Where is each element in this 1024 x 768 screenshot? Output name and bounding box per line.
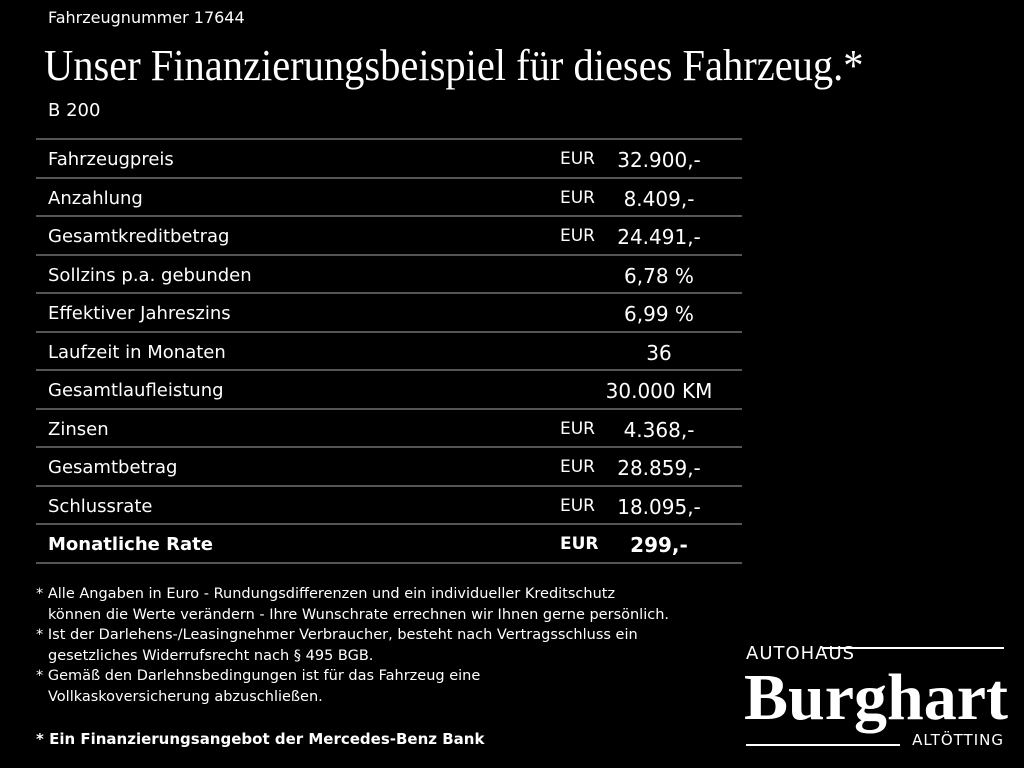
table-row: Zinsen EUR 4.368,- xyxy=(36,410,742,448)
table-row: Effektiver Jahreszins 6,99 % xyxy=(36,294,742,333)
row-label: Monatliche Rate xyxy=(48,534,213,555)
row-value: 30.000 KM xyxy=(605,379,713,403)
table-row: Gesamtbetrag EUR 28.859,- xyxy=(36,448,742,487)
row-label: Anzahlung xyxy=(48,187,143,209)
row-value: 8.409,- xyxy=(623,186,695,211)
row-currency: EUR xyxy=(560,418,595,439)
logo-top: AUTOHAUS xyxy=(746,643,856,664)
model: B 200 xyxy=(48,100,101,121)
footnote-line: * Ist der Darlehens-/Leasingnehmer Verbr… xyxy=(36,627,638,643)
row-label: Laufzeit in Monaten xyxy=(48,341,226,363)
footnote-line: gesetzliches Widerrufsrecht nach § 495 B… xyxy=(48,647,374,664)
title: Unser Finanzierungsbeispiel für dieses F… xyxy=(44,41,864,90)
row-currency: EUR xyxy=(560,457,595,477)
row-value: 299,- xyxy=(630,533,688,557)
row-value: 24.491,- xyxy=(617,225,701,249)
row-label: Gesamtkreditbetrag xyxy=(48,226,230,247)
logo-rule xyxy=(746,744,900,746)
table-row: Gesamtkreditbetrag EUR 24.491,- xyxy=(36,217,742,256)
row-value: 4.368,- xyxy=(623,417,695,442)
row-label: Effektiver Jahreszins xyxy=(48,303,231,324)
logo-city: ALTÖTTING xyxy=(912,731,1004,749)
row-label: Zinsen xyxy=(48,418,109,440)
row-value: 28.859,- xyxy=(617,456,701,480)
footnote-line: * Alle Angaben in Euro - Rundungsdiffere… xyxy=(36,586,616,602)
logo-rule xyxy=(822,647,1004,649)
finance-table: Fahrzeugpreis EUR 32.900,- Anzahlung EUR 8.40… xyxy=(36,138,742,564)
vehicle-number: Fahrzeugnummer 17644 xyxy=(48,8,245,27)
footnote-line: * Gemäß den Darlehnsbedingungen ist für … xyxy=(36,668,481,684)
row-value: 6,99 % xyxy=(624,302,694,326)
row-currency: EUR xyxy=(560,534,599,554)
row-label: Gesamtlaufleistung xyxy=(48,380,224,401)
row-label: Sollzins p.a. gebunden xyxy=(48,264,252,286)
row-value: 32.900,- xyxy=(617,148,701,172)
final-note: * Ein Finanzierungsangebot der Mercedes-… xyxy=(36,730,485,748)
table-row: Sollzins p.a. gebunden 6,78 % xyxy=(36,256,742,294)
table-row: Laufzeit in Monaten 36 xyxy=(36,333,742,371)
table-row: Monatliche Rate EUR 299,- xyxy=(36,525,742,564)
table-row: Fahrzeugpreis EUR 32.900,- xyxy=(36,140,742,179)
row-value: 6,78 % xyxy=(624,263,694,288)
footnotes: * Alle Angaben in Euro - Rundungsdiffere… xyxy=(36,584,669,707)
row-value: 36 xyxy=(646,340,672,365)
row-currency: EUR xyxy=(560,187,595,208)
logo-name: Burghart xyxy=(744,661,1008,734)
footnote-line: können die Werte verändern - Ihre Wunsch… xyxy=(48,606,670,623)
row-label: Gesamtbetrag xyxy=(48,457,178,478)
row-currency: EUR xyxy=(560,149,595,169)
row-currency: EUR xyxy=(560,495,595,516)
row-currency: EUR xyxy=(560,226,595,246)
row-label: Schlussrate xyxy=(48,495,153,517)
table-row: Schlussrate EUR 18.095,- xyxy=(36,487,742,525)
table-row: Anzahlung EUR 8.409,- xyxy=(36,179,742,217)
table-row: Gesamtlaufleistung 30.000 KM xyxy=(36,371,742,410)
row-value: 18.095,- xyxy=(617,494,701,519)
row-label: Fahrzeugpreis xyxy=(48,149,174,170)
footnote-line: Vollkaskoversicherung abzuschließen. xyxy=(48,688,323,705)
